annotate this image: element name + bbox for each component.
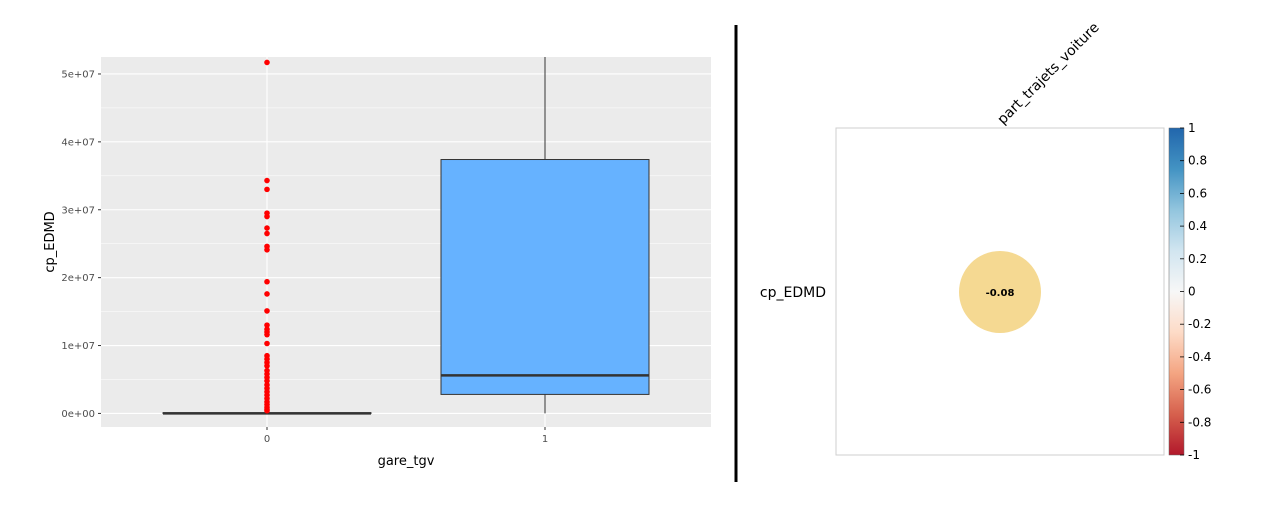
column-label: part_trajets_voiture — [995, 20, 1103, 128]
colorbar-tick-label: -0.8 — [1188, 415, 1211, 429]
outlier-point — [264, 59, 270, 66]
colorbar-tick-label: 0.8 — [1188, 154, 1207, 168]
correlation-circle — [959, 251, 1041, 333]
colorbar-tick-label: -0.2 — [1188, 317, 1211, 331]
y-axis-title: cp_EDMD — [43, 211, 58, 272]
outlier-point — [264, 322, 270, 328]
outlier-point — [264, 247, 270, 253]
correlation-value-label: -0.08 — [986, 288, 1015, 299]
y-axis-ticks: 0e+00 1e+07 2e+07 3e+07 4e+07 5e+07 — [61, 69, 101, 420]
row-label: cp_EDMD — [760, 285, 826, 301]
outlier-point — [264, 331, 270, 338]
outlier-point — [264, 213, 270, 220]
outlier-point — [264, 308, 270, 314]
colorbar-tick-label: 0.4 — [1188, 219, 1207, 233]
outlier-point — [264, 278, 270, 285]
colorbar-tick-label: -0.6 — [1188, 383, 1211, 397]
outlier-point — [264, 340, 270, 347]
outlier-point — [264, 363, 270, 369]
box-marks — [162, 57, 650, 415]
y-tick-label: 2e+07 — [61, 273, 95, 284]
outlier-point — [264, 230, 270, 237]
box-body — [440, 159, 650, 395]
colorbar-tick-label: -0.4 — [1188, 350, 1211, 364]
outlier-point — [264, 291, 270, 297]
outlier-point — [264, 225, 270, 231]
colorbar-tick-label: 0.6 — [1188, 186, 1207, 200]
y-tick-label: 4e+07 — [61, 137, 95, 148]
colorbar-ticks: 1 0.8 0.6 0.4 0.2 0 -0.2 -0.4 -0.6 -0.8 -1 — [1180, 121, 1211, 462]
y-tick-label: 3e+07 — [61, 205, 95, 216]
correlation-chart: -0.08 cp_EDMD part_trajets_voiture 1 0.8 0… — [760, 20, 1212, 462]
colorbar-tick-label: 0 — [1188, 285, 1196, 299]
outlier-point — [264, 407, 270, 414]
outlier-point — [264, 177, 270, 184]
x-axis-title: gare_tgv — [378, 454, 435, 469]
x-tick-label: 1 — [542, 434, 548, 445]
y-tick-label: 1e+07 — [61, 341, 95, 352]
colorbar-tick-label: -1 — [1188, 448, 1200, 462]
outlier-point — [264, 378, 270, 384]
outlier-point — [264, 186, 270, 193]
colorbar-tick-label: 1 — [1188, 121, 1196, 135]
colorbar-tick-label: 0.2 — [1188, 252, 1207, 266]
y-tick-label: 0e+00 — [61, 409, 95, 420]
y-tick-label: 5e+07 — [61, 69, 95, 80]
x-tick-label: 0 — [264, 434, 270, 445]
